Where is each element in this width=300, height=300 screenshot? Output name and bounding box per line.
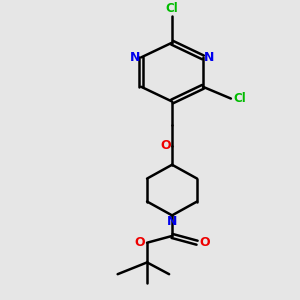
Text: Cl: Cl	[166, 2, 178, 15]
Text: N: N	[130, 51, 140, 64]
Text: N: N	[167, 215, 177, 228]
Text: O: O	[160, 139, 171, 152]
Text: Cl: Cl	[233, 92, 246, 105]
Text: O: O	[134, 236, 145, 249]
Text: O: O	[199, 236, 210, 249]
Text: N: N	[204, 51, 214, 64]
